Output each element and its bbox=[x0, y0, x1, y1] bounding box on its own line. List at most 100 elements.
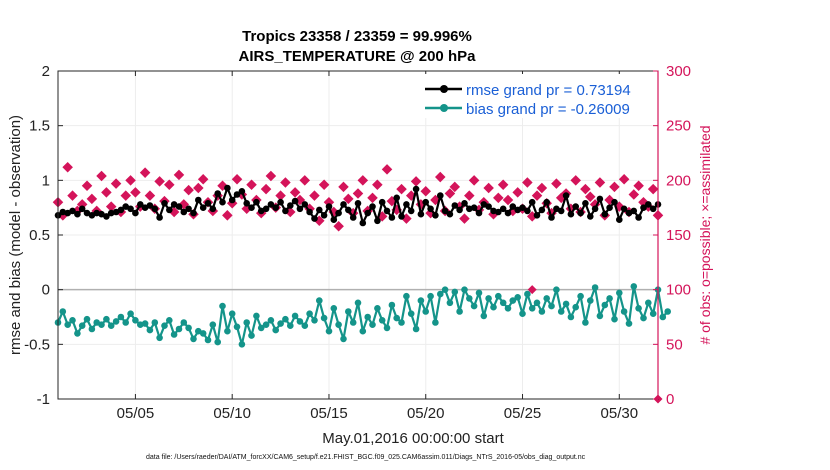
obs-marker-9 bbox=[96, 170, 107, 182]
rmse-point-46 bbox=[277, 198, 284, 206]
rmse-point-113 bbox=[601, 210, 609, 218]
rmse-point-49 bbox=[291, 197, 299, 205]
rmse-point-32 bbox=[209, 205, 217, 213]
rmse-point-74 bbox=[412, 185, 420, 193]
obs-marker-18 bbox=[139, 167, 151, 178]
rmse-point-22 bbox=[161, 200, 168, 207]
obs-marker-30 bbox=[197, 173, 209, 185]
rmse-point-63 bbox=[359, 219, 367, 227]
legend-bias-marker bbox=[440, 104, 448, 112]
rmse-point-101 bbox=[543, 198, 550, 206]
bias-point-42 bbox=[257, 324, 265, 332]
y-tick-label-2: 0 bbox=[42, 282, 50, 299]
obs-marker-120 bbox=[633, 180, 644, 192]
obs-marker-60 bbox=[343, 193, 354, 205]
obs-marker-27 bbox=[183, 184, 194, 196]
obs-marker-93 bbox=[502, 194, 514, 206]
rmse-point-92 bbox=[499, 205, 507, 213]
obs-marker-19 bbox=[144, 190, 156, 201]
bias-point-112 bbox=[596, 312, 604, 320]
obs-marker-23 bbox=[164, 179, 175, 190]
bias-point-73 bbox=[407, 310, 415, 318]
bias-point-68 bbox=[383, 324, 391, 332]
obs-marker-123 bbox=[647, 183, 659, 195]
legend-rmse-marker bbox=[440, 85, 448, 93]
bias-point-110 bbox=[587, 297, 594, 304]
rmse-point-23 bbox=[166, 206, 173, 214]
obs-marker-48 bbox=[284, 206, 296, 218]
bias-point-125 bbox=[659, 313, 667, 321]
bias-point-2 bbox=[64, 321, 71, 329]
rmse-point-30 bbox=[199, 204, 207, 211]
obs-marker-97 bbox=[522, 177, 533, 188]
obs-marker-40 bbox=[246, 179, 257, 190]
obs-marker-47 bbox=[280, 177, 291, 188]
bias-point-32 bbox=[209, 321, 217, 329]
rmse-point-83 bbox=[456, 206, 463, 214]
obs-marker-103 bbox=[551, 178, 562, 189]
obs-marker-59 bbox=[338, 181, 349, 193]
obs-marker-63 bbox=[357, 175, 369, 186]
rmse-point-33 bbox=[214, 190, 221, 197]
rmse-point-20 bbox=[151, 205, 159, 213]
rmse-point-65 bbox=[369, 203, 376, 210]
rmse-point-116 bbox=[616, 216, 623, 223]
bias-point-80 bbox=[441, 286, 449, 294]
obs-marker-29 bbox=[193, 182, 204, 194]
rmse-point-71 bbox=[398, 213, 405, 220]
rmse-point-47 bbox=[282, 207, 289, 215]
rmse-point-70 bbox=[393, 194, 401, 202]
bias-point-13 bbox=[117, 313, 125, 321]
bias-point-106 bbox=[567, 313, 575, 321]
bias-series-layer bbox=[54, 283, 671, 348]
obs-marker-2 bbox=[62, 161, 73, 173]
rmse-point-86 bbox=[470, 204, 478, 211]
rmse-point-39 bbox=[243, 200, 250, 207]
rmse-point-105 bbox=[562, 192, 570, 199]
obs-markers-layer bbox=[52, 161, 664, 232]
y2-tick-label-1: 50 bbox=[666, 336, 683, 353]
rmse-point-81 bbox=[446, 210, 454, 218]
bias-point-30 bbox=[199, 330, 207, 337]
obs-marker-85 bbox=[464, 190, 475, 201]
obs-marker-44 bbox=[265, 170, 277, 182]
bias-point-83 bbox=[456, 308, 463, 315]
legend-rmse-label: rmse grand pr = 0.73194 bbox=[466, 82, 631, 99]
bias-point-65 bbox=[369, 321, 376, 329]
bias-point-78 bbox=[432, 319, 439, 326]
x-tick-label-5: 05/30 bbox=[601, 405, 639, 422]
rmse-point-29 bbox=[195, 196, 202, 204]
rmse-point-72 bbox=[403, 201, 410, 208]
rmse-point-62 bbox=[354, 200, 362, 207]
rmse-point-27 bbox=[185, 205, 192, 213]
bias-point-82 bbox=[451, 288, 459, 296]
y-tick-labels: -1 -0.5 0 0.5 1 1.5 2 bbox=[24, 63, 50, 408]
obs-marker-24 bbox=[168, 206, 180, 218]
bias-point-38 bbox=[238, 341, 246, 348]
bias-point-84 bbox=[461, 286, 468, 294]
legend-box bbox=[418, 74, 644, 118]
bias-point-86 bbox=[470, 302, 478, 310]
bias-point-101 bbox=[543, 295, 550, 302]
rmse-point-107 bbox=[572, 203, 579, 210]
rmse-point-34 bbox=[219, 198, 226, 206]
rmse-point-35 bbox=[224, 184, 231, 192]
rmse-series-layer bbox=[54, 184, 662, 227]
rmse-point-16 bbox=[132, 209, 139, 217]
rmse-point-78 bbox=[432, 212, 439, 219]
bias-point-105 bbox=[562, 300, 570, 308]
bias-point-44 bbox=[267, 317, 275, 324]
obs-marker-91 bbox=[493, 192, 504, 204]
rmse-point-44 bbox=[267, 201, 275, 208]
obs-marker-107 bbox=[570, 175, 582, 186]
bias-point-71 bbox=[398, 319, 405, 326]
rmse-point-120 bbox=[635, 214, 642, 221]
rmse-point-64 bbox=[364, 209, 372, 217]
bias-point-69 bbox=[388, 301, 396, 309]
rmse-point-121 bbox=[640, 204, 647, 211]
bias-point-90 bbox=[490, 303, 497, 311]
rmse-point-61 bbox=[349, 214, 357, 221]
obs_possible_outlier bbox=[527, 285, 537, 295]
bias-point-24 bbox=[170, 331, 178, 338]
bias-point-94 bbox=[509, 297, 517, 304]
